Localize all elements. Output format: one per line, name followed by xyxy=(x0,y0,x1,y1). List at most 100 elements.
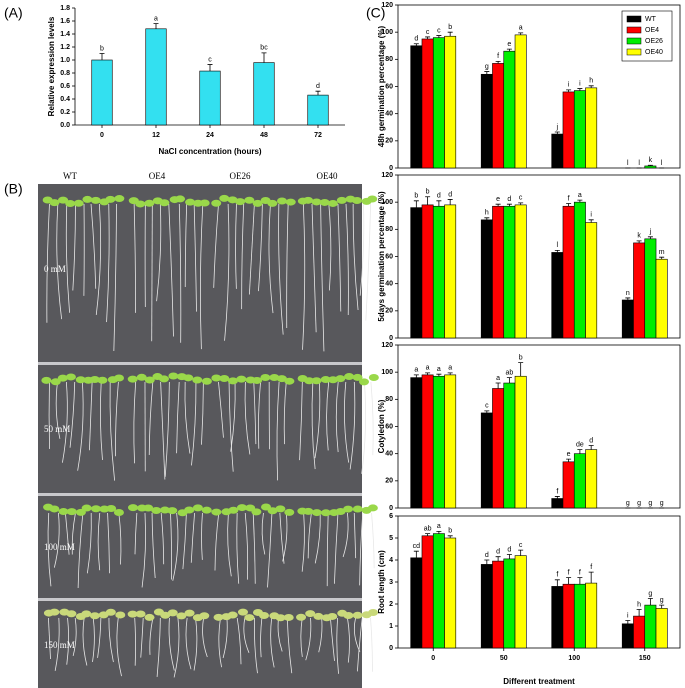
bar xyxy=(503,382,516,509)
leaf xyxy=(275,614,286,622)
leaf xyxy=(105,608,116,616)
x-tick-label: 48 xyxy=(260,132,268,139)
error-bar xyxy=(484,410,490,413)
significance-letter: c xyxy=(519,195,523,202)
error-bar xyxy=(495,203,501,207)
significance-letter: ab xyxy=(505,369,513,376)
root xyxy=(352,203,359,311)
leaf xyxy=(168,372,179,380)
bar xyxy=(644,238,657,339)
significance-letter: d xyxy=(507,196,511,203)
leaf xyxy=(114,374,125,382)
y-tick-label: 1.8 xyxy=(60,5,70,12)
error-bar xyxy=(647,598,653,606)
significance-letter: a xyxy=(426,365,430,372)
root xyxy=(359,203,365,296)
y-tick-label: 0 xyxy=(389,645,393,652)
significance-letter: c xyxy=(485,403,489,410)
y-tick-label: 2 xyxy=(389,601,393,608)
y-tick-label: 1.6 xyxy=(60,18,70,25)
significance-letter: j xyxy=(556,124,559,131)
error-bar xyxy=(588,85,594,88)
root xyxy=(193,617,198,671)
significance-letter: g xyxy=(660,597,664,604)
significance-letter: a xyxy=(414,367,418,374)
significance-letter: f xyxy=(590,564,592,571)
y-tick-label: 120 xyxy=(381,2,393,9)
leaf xyxy=(228,506,239,514)
bar xyxy=(551,498,564,509)
leaf xyxy=(267,507,278,515)
root xyxy=(334,512,339,584)
root xyxy=(134,512,138,555)
significance-letter: d xyxy=(414,36,418,43)
root xyxy=(301,512,305,572)
significance-letter: b xyxy=(100,45,104,52)
root xyxy=(106,203,110,323)
bar xyxy=(514,555,527,649)
significance-letter: m xyxy=(659,249,665,256)
error-bar xyxy=(518,202,524,205)
root xyxy=(46,203,50,323)
error-bar xyxy=(554,249,560,253)
leaf xyxy=(327,612,338,620)
leaf xyxy=(57,374,68,382)
root xyxy=(55,381,61,439)
leaf xyxy=(252,199,263,207)
error-bar xyxy=(506,203,512,207)
x-tick-label: 0 xyxy=(100,132,104,139)
bar xyxy=(480,564,493,649)
leaf xyxy=(227,611,238,619)
y-tick-label: 0.6 xyxy=(60,83,70,90)
leaf xyxy=(175,195,186,203)
y-tick-label: 0.8 xyxy=(60,70,70,77)
error-bar xyxy=(566,458,572,462)
row-label: 50 mM xyxy=(44,424,70,434)
legend-label: WT xyxy=(645,16,657,23)
leaf xyxy=(201,377,212,385)
error-bar xyxy=(577,577,583,585)
error-bar xyxy=(436,35,442,38)
bar xyxy=(503,558,516,649)
error-bar xyxy=(588,445,594,450)
leaf xyxy=(159,199,170,207)
leaf xyxy=(91,505,102,513)
bar xyxy=(432,533,445,649)
leaf xyxy=(227,196,238,204)
leaf xyxy=(336,196,347,204)
bar xyxy=(91,59,113,126)
root xyxy=(107,512,110,574)
root xyxy=(113,203,117,352)
leaf xyxy=(159,506,170,514)
y-tick-label: 20 xyxy=(385,308,393,315)
bar xyxy=(562,461,575,509)
significance-letter: h xyxy=(637,601,641,608)
error-bar xyxy=(566,203,572,207)
error-bar xyxy=(153,23,159,29)
leaf xyxy=(159,375,170,383)
leaf xyxy=(352,197,363,205)
root xyxy=(92,617,95,662)
legend-label: OE40 xyxy=(645,49,663,56)
error-bar xyxy=(566,577,572,585)
leaf xyxy=(192,376,203,384)
root xyxy=(48,617,51,660)
leaf xyxy=(235,198,246,206)
bar xyxy=(655,608,668,649)
leaf xyxy=(303,507,314,515)
error-bar xyxy=(659,604,665,609)
significance-letter: d xyxy=(437,193,441,200)
x-tick-label: 72 xyxy=(314,132,322,139)
bar xyxy=(503,50,516,169)
error-bar xyxy=(413,550,419,558)
error-bar xyxy=(588,219,594,223)
root xyxy=(201,381,204,445)
leaf xyxy=(296,613,307,621)
error-bar xyxy=(647,164,653,166)
leaf xyxy=(359,378,370,386)
bar xyxy=(421,204,434,339)
significance-letter: e xyxy=(507,41,511,48)
bar xyxy=(551,252,564,339)
y-tick-label: 1.0 xyxy=(60,57,70,64)
root xyxy=(176,381,180,454)
